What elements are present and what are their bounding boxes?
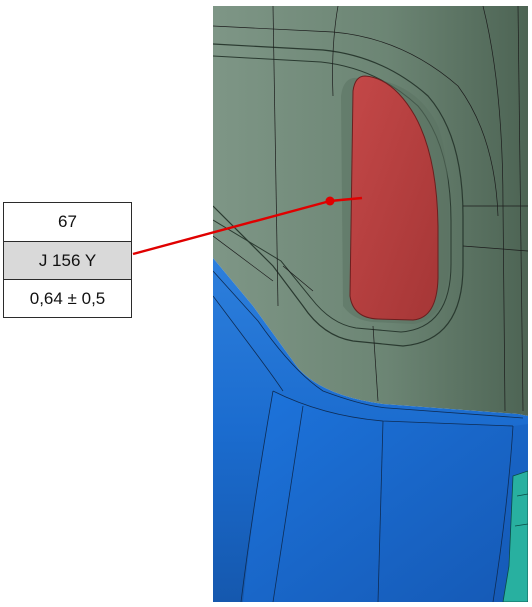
cad-model-svg bbox=[213, 6, 528, 602]
teal-part-edges bbox=[514, 493, 528, 527]
trim-channel-outer bbox=[213, 43, 464, 347]
blue-part-edge-lines bbox=[213, 270, 524, 602]
measurement-point-icon[interactable] bbox=[325, 196, 335, 206]
deviation-cell: 0,64 ± 0,5 bbox=[4, 279, 131, 317]
leader-line bbox=[132, 199, 331, 256]
blue-part-front-face bbox=[243, 391, 528, 602]
panel-edge-lines bbox=[213, 6, 528, 412]
point-number-cell: 67 bbox=[58, 212, 77, 231]
leader-line-tail bbox=[329, 196, 363, 203]
teal-part bbox=[502, 470, 528, 602]
cad-3d-view[interactable] bbox=[213, 6, 528, 602]
red-feature-surface[interactable] bbox=[349, 75, 439, 321]
point-id-cell: J 156 Y bbox=[4, 241, 131, 279]
measurement-label-box[interactable]: 67 J 156 Y 0,64 ± 0,5 bbox=[3, 202, 132, 318]
